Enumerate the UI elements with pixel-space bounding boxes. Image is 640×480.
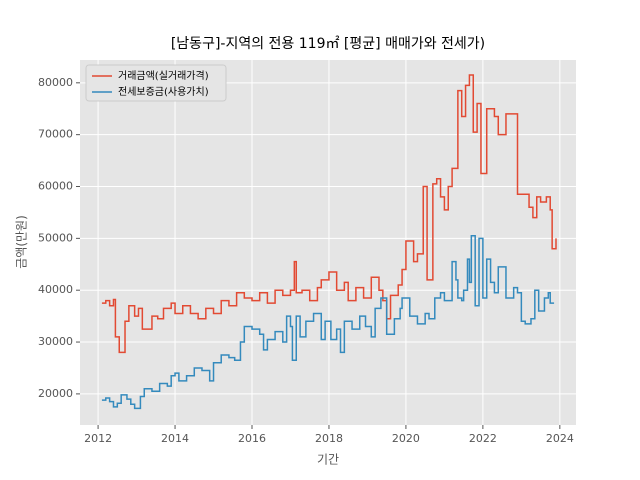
x-tick-label: 2020 [392, 432, 420, 445]
series-line [101, 235, 555, 410]
x-tick-label: 2014 [161, 432, 189, 445]
legend-label: 전세보증금(사용가치) [118, 86, 209, 98]
x-tick-label: 2012 [84, 432, 112, 445]
y-tick-label: 70000 [38, 128, 73, 141]
legend-label: 거래금액(실거래가격) [118, 69, 209, 82]
y-tick-label: 20000 [38, 387, 73, 400]
y-tick-label: 40000 [38, 283, 73, 296]
plot-area [80, 60, 576, 425]
y-tick-label: 80000 [38, 76, 73, 89]
x-tick-label: 2022 [469, 432, 497, 445]
x-tick-label: 2024 [546, 432, 574, 445]
y-tick-label: 50000 [38, 231, 73, 244]
series-line [101, 74, 557, 354]
x-tick-label: 2016 [238, 432, 266, 445]
legend-box [85, 64, 227, 102]
chart-title: [남동구]-지역의 전용 119㎡ [평균] 매매가와 전세가) [171, 36, 485, 52]
x-axis-label: 기간 [317, 453, 339, 467]
x-tick-label: 2018 [315, 432, 343, 445]
y-tick-label: 60000 [38, 180, 73, 193]
y-axis-label: 금액(만원) [15, 215, 29, 269]
y-tick-label: 30000 [38, 335, 73, 348]
